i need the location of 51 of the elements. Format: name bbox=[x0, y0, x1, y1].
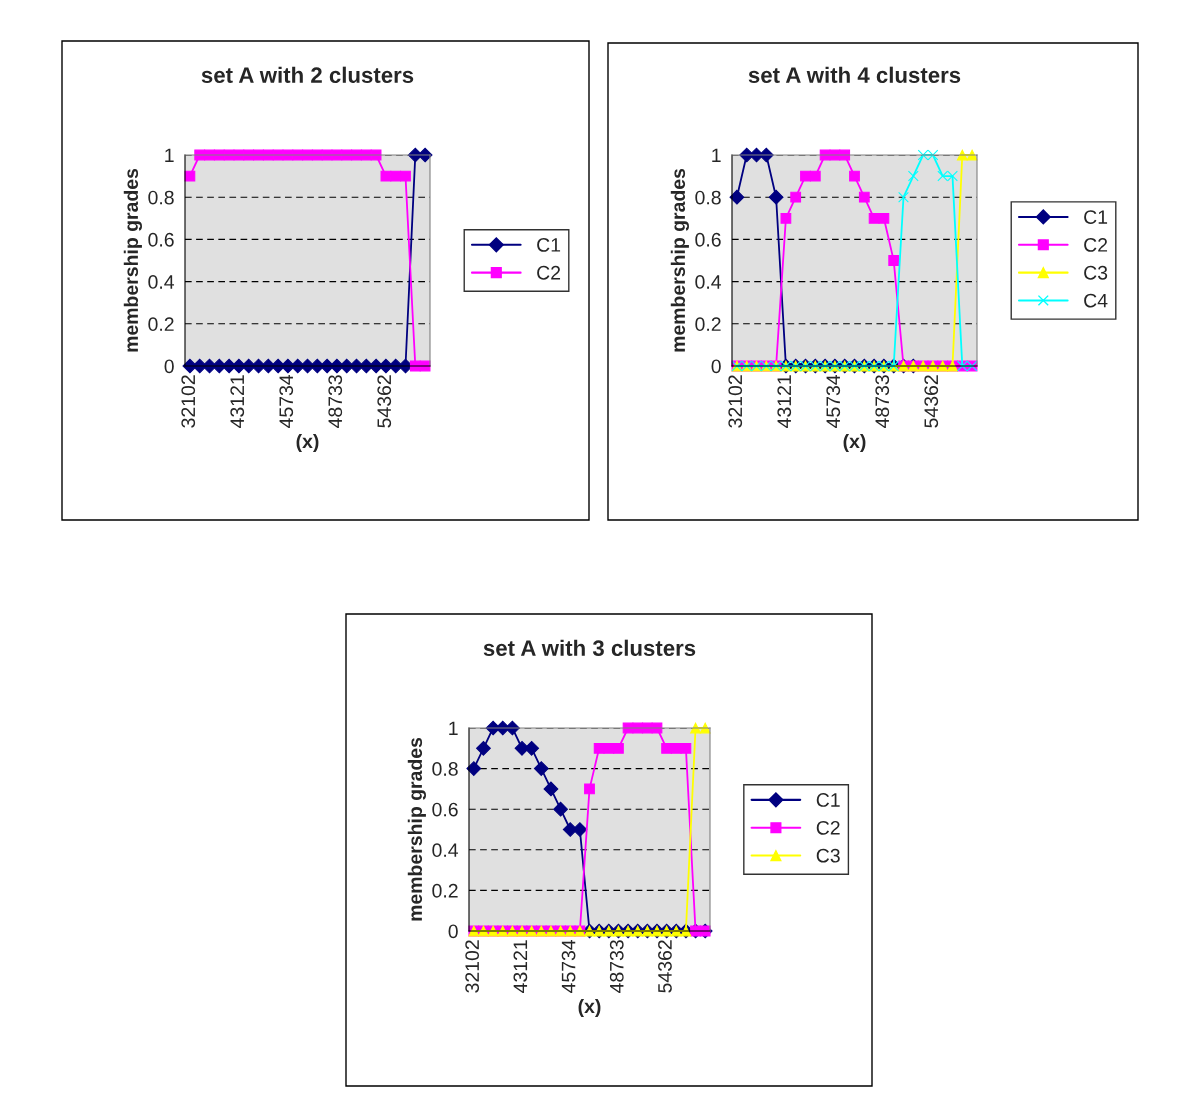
x-tick-label: 54362 bbox=[658, 940, 672, 993]
y-tick-label: 0.6 bbox=[695, 232, 721, 247]
legend-label: C2 bbox=[537, 265, 561, 280]
x-tick-label: 45734 bbox=[279, 374, 294, 428]
y-axis-title: membership grades bbox=[123, 168, 142, 352]
legend-label: C1 bbox=[816, 793, 840, 807]
y-tick-label: 0.4 bbox=[148, 275, 175, 289]
x-axis-title: (x) bbox=[296, 433, 319, 453]
x-tick-label: 32102 bbox=[728, 375, 743, 428]
x-tick-label: 54362 bbox=[924, 375, 939, 428]
y-tick-label: 0.8 bbox=[148, 190, 174, 205]
x-tick-label: 45734 bbox=[561, 939, 576, 993]
legend-label: C3 bbox=[816, 848, 840, 863]
chart-title: set A with 2 clusters bbox=[201, 66, 414, 83]
legend-label: C4 bbox=[1084, 293, 1108, 308]
y-axis-title: membership grades bbox=[407, 737, 426, 921]
y-tick-label: 0 bbox=[448, 924, 458, 939]
x-tick-label: 43121 bbox=[777, 375, 792, 428]
y-tick-label: 0.8 bbox=[432, 762, 458, 776]
x-axis-title: (x) bbox=[578, 998, 601, 1018]
x-axis-title: (x) bbox=[843, 433, 866, 453]
x-tick-label: 54362 bbox=[377, 375, 392, 428]
y-tick-label: 0.6 bbox=[432, 802, 458, 817]
y-tick-label: 0.2 bbox=[148, 317, 174, 332]
x-tick-label: 43121 bbox=[230, 375, 245, 428]
chart-title: set A with 3 clusters bbox=[483, 639, 696, 657]
legend-label: C2 bbox=[816, 820, 840, 835]
legend-label: C3 bbox=[1084, 265, 1108, 280]
legend-label: C2 bbox=[1084, 238, 1108, 252]
x-tick-label: 32102 bbox=[181, 375, 196, 428]
x-tick-label: 48733 bbox=[875, 375, 890, 428]
x-tick-label: 32102 bbox=[465, 940, 480, 993]
y-axis-title: membership grades bbox=[670, 168, 689, 352]
x-tick-label: 45734 bbox=[826, 374, 841, 428]
legend-label: C1 bbox=[537, 238, 561, 252]
y-tick-label: 0 bbox=[164, 359, 174, 374]
y-tick-label: 1 bbox=[712, 148, 721, 163]
y-tick-label: 0.4 bbox=[695, 275, 722, 289]
x-tick-label: 48733 bbox=[328, 375, 343, 428]
y-tick-label: 0.2 bbox=[695, 317, 721, 332]
y-tick-label: 0 bbox=[711, 359, 721, 374]
y-tick-label: 0.2 bbox=[432, 883, 458, 898]
y-tick-label: 0.6 bbox=[148, 232, 174, 247]
y-tick-label: 0.4 bbox=[432, 843, 459, 858]
y-tick-label: 1 bbox=[165, 148, 174, 163]
legend-label: C1 bbox=[1084, 210, 1108, 224]
y-tick-label: 1 bbox=[449, 721, 458, 736]
x-tick-label: 48733 bbox=[609, 940, 624, 993]
chart-title: set A with 4 clusters bbox=[748, 66, 961, 83]
y-tick-label: 0.8 bbox=[695, 190, 721, 205]
x-tick-label: 43121 bbox=[513, 940, 528, 993]
